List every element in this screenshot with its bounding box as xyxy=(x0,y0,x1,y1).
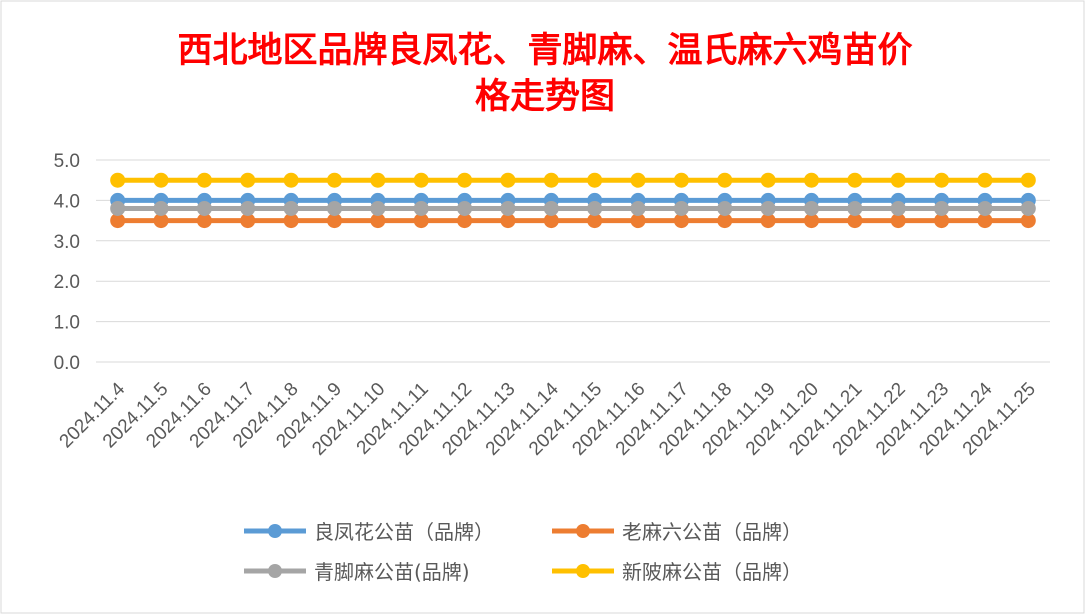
data-point xyxy=(630,172,646,188)
legend-swatch-marker xyxy=(268,564,282,578)
y-tick-label: 4.0 xyxy=(54,191,80,212)
data-point xyxy=(153,172,169,188)
y-tick-label: 5.0 xyxy=(54,151,80,172)
data-point xyxy=(196,200,212,216)
data-point xyxy=(283,172,299,188)
y-tick-label: 0.0 xyxy=(54,353,80,374)
data-point xyxy=(760,172,776,188)
data-point xyxy=(327,172,342,188)
legend-swatch-marker xyxy=(576,564,590,578)
data-point xyxy=(543,172,559,188)
y-tick-label: 2.0 xyxy=(54,272,80,293)
data-point xyxy=(630,200,646,216)
legend-item: 青脚麻公苗(品牌) xyxy=(244,560,470,584)
data-point xyxy=(370,172,386,188)
y-tick-label: 3.0 xyxy=(54,232,80,253)
data-point xyxy=(847,200,863,216)
legend-label: 良凤花公苗（品牌） xyxy=(314,520,494,544)
data-point xyxy=(847,172,863,188)
data-point xyxy=(370,200,386,216)
data-point xyxy=(717,200,733,216)
data-point xyxy=(717,172,733,188)
legend-label: 新陂麻公苗（品牌） xyxy=(622,560,802,584)
data-point xyxy=(153,200,169,216)
data-point xyxy=(413,200,429,216)
data-point xyxy=(110,172,126,188)
data-point xyxy=(457,172,473,188)
y-tick-label: 1.0 xyxy=(54,313,80,334)
data-point xyxy=(1020,172,1036,188)
data-point xyxy=(283,200,299,216)
data-point xyxy=(760,200,776,216)
data-point xyxy=(890,172,906,188)
data-point xyxy=(413,172,429,188)
data-point xyxy=(587,172,603,188)
legend-item: 新陂麻公苗（品牌） xyxy=(552,560,802,584)
data-point xyxy=(804,200,819,216)
data-point xyxy=(890,200,906,216)
legend-item: 老麻六公苗（品牌） xyxy=(552,520,802,544)
series-2 xyxy=(110,200,1036,216)
legend-swatch-marker xyxy=(576,524,590,538)
y-axis-ticks: 0.0 1.0 2.0 3.0 4.0 5.0 xyxy=(54,151,80,374)
data-point xyxy=(240,172,256,188)
data-point xyxy=(673,172,689,188)
data-point xyxy=(673,200,689,216)
legend-label: 老麻六公苗（品牌） xyxy=(622,520,802,544)
series-lines xyxy=(110,172,1036,229)
legend-label: 青脚麻公苗(品牌) xyxy=(314,560,470,584)
data-point xyxy=(1020,200,1036,216)
data-point xyxy=(196,172,212,188)
chart-title-line-1: 西北地区品牌良凤花、青脚麻、温氏麻六鸡苗价 xyxy=(177,31,912,71)
data-point xyxy=(327,200,342,216)
data-point xyxy=(587,200,603,216)
legend-item: 良凤花公苗（品牌） xyxy=(244,520,494,544)
data-point xyxy=(500,172,516,188)
data-point xyxy=(934,172,950,188)
data-point xyxy=(977,200,993,216)
data-point xyxy=(240,200,256,216)
data-point xyxy=(804,172,819,188)
data-point xyxy=(543,200,559,216)
data-point xyxy=(110,200,126,216)
data-point xyxy=(457,200,473,216)
data-point xyxy=(934,200,950,216)
legend-swatch-marker xyxy=(268,524,282,538)
data-point xyxy=(500,200,516,216)
chart-title-line-2: 格走势图 xyxy=(475,77,615,117)
series-3 xyxy=(110,172,1036,188)
data-point xyxy=(977,172,993,188)
legend: 良凤花公苗（品牌） 老麻六公苗（品牌） 青脚麻公苗(品牌) 新陂麻公苗（品牌） xyxy=(244,520,802,584)
